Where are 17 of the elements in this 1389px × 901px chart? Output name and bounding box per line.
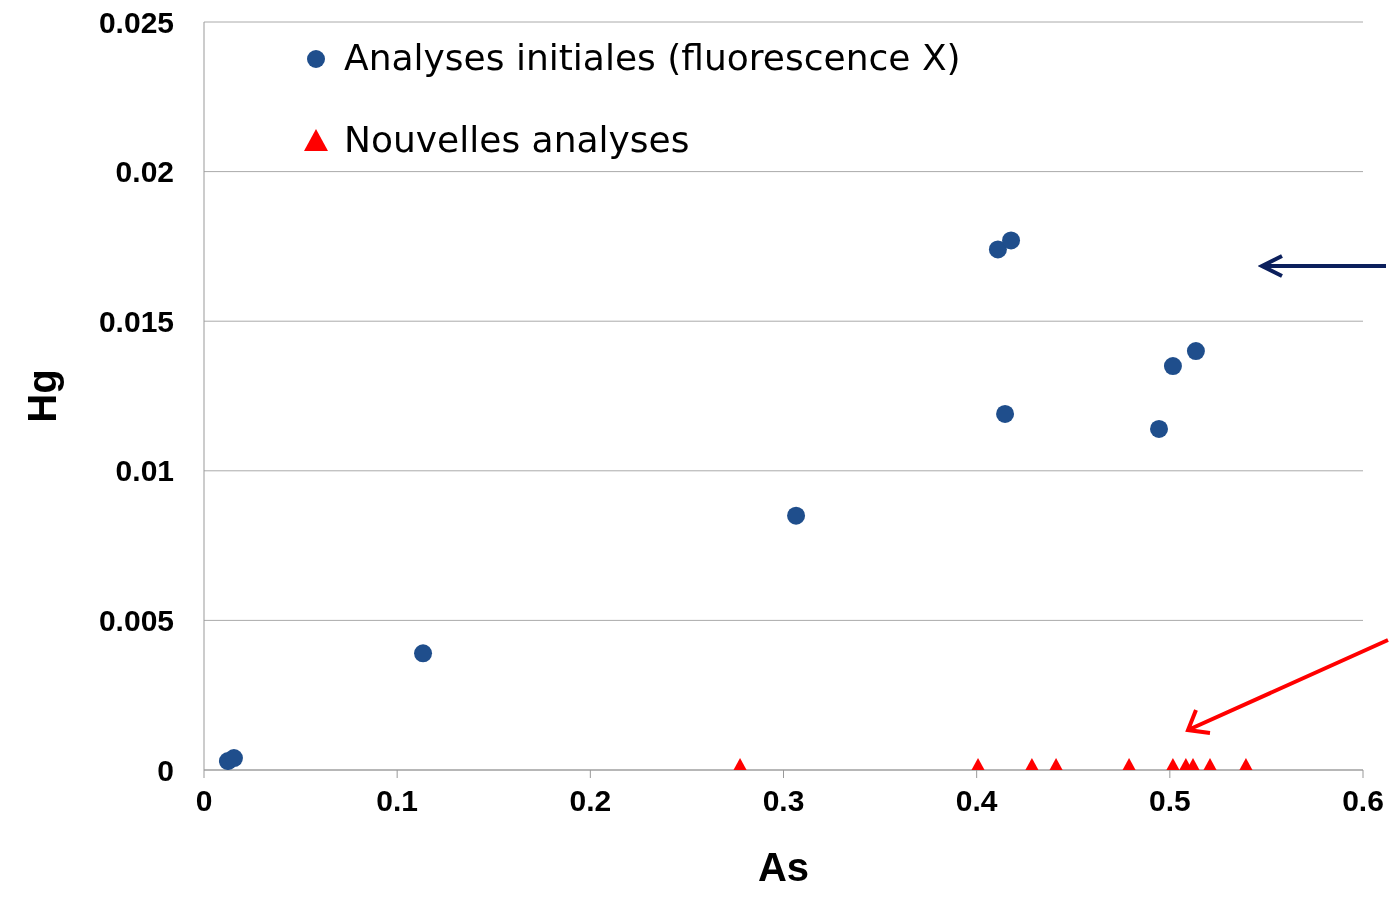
x-tick-label: 0.2 [569, 784, 612, 818]
x-tick-label: 0.4 [955, 784, 998, 818]
y-tick-label: 0.02 [115, 155, 174, 189]
x-tick-label: 0.3 [762, 784, 805, 818]
legend-label: Nouvelles analyses [344, 118, 690, 160]
legend-label: Analyses initiales (fluorescence X) [344, 36, 961, 78]
y-tick-label: 0.005 [98, 604, 174, 638]
x-axis-title: As [757, 845, 810, 889]
x-tick-label: 0.1 [376, 784, 419, 818]
y-tick-label: 0.025 [98, 5, 174, 39]
y-axis-title: Hg [20, 369, 65, 423]
x-tick-label: 0.5 [1148, 784, 1191, 818]
y-tick-label: 0 [157, 753, 174, 787]
x-tick-label: 0.6 [1342, 784, 1384, 818]
x-tick-label: 0 [195, 784, 213, 818]
y-tick-label: 0.015 [98, 304, 174, 338]
y-tick-label: 0.01 [115, 454, 174, 488]
